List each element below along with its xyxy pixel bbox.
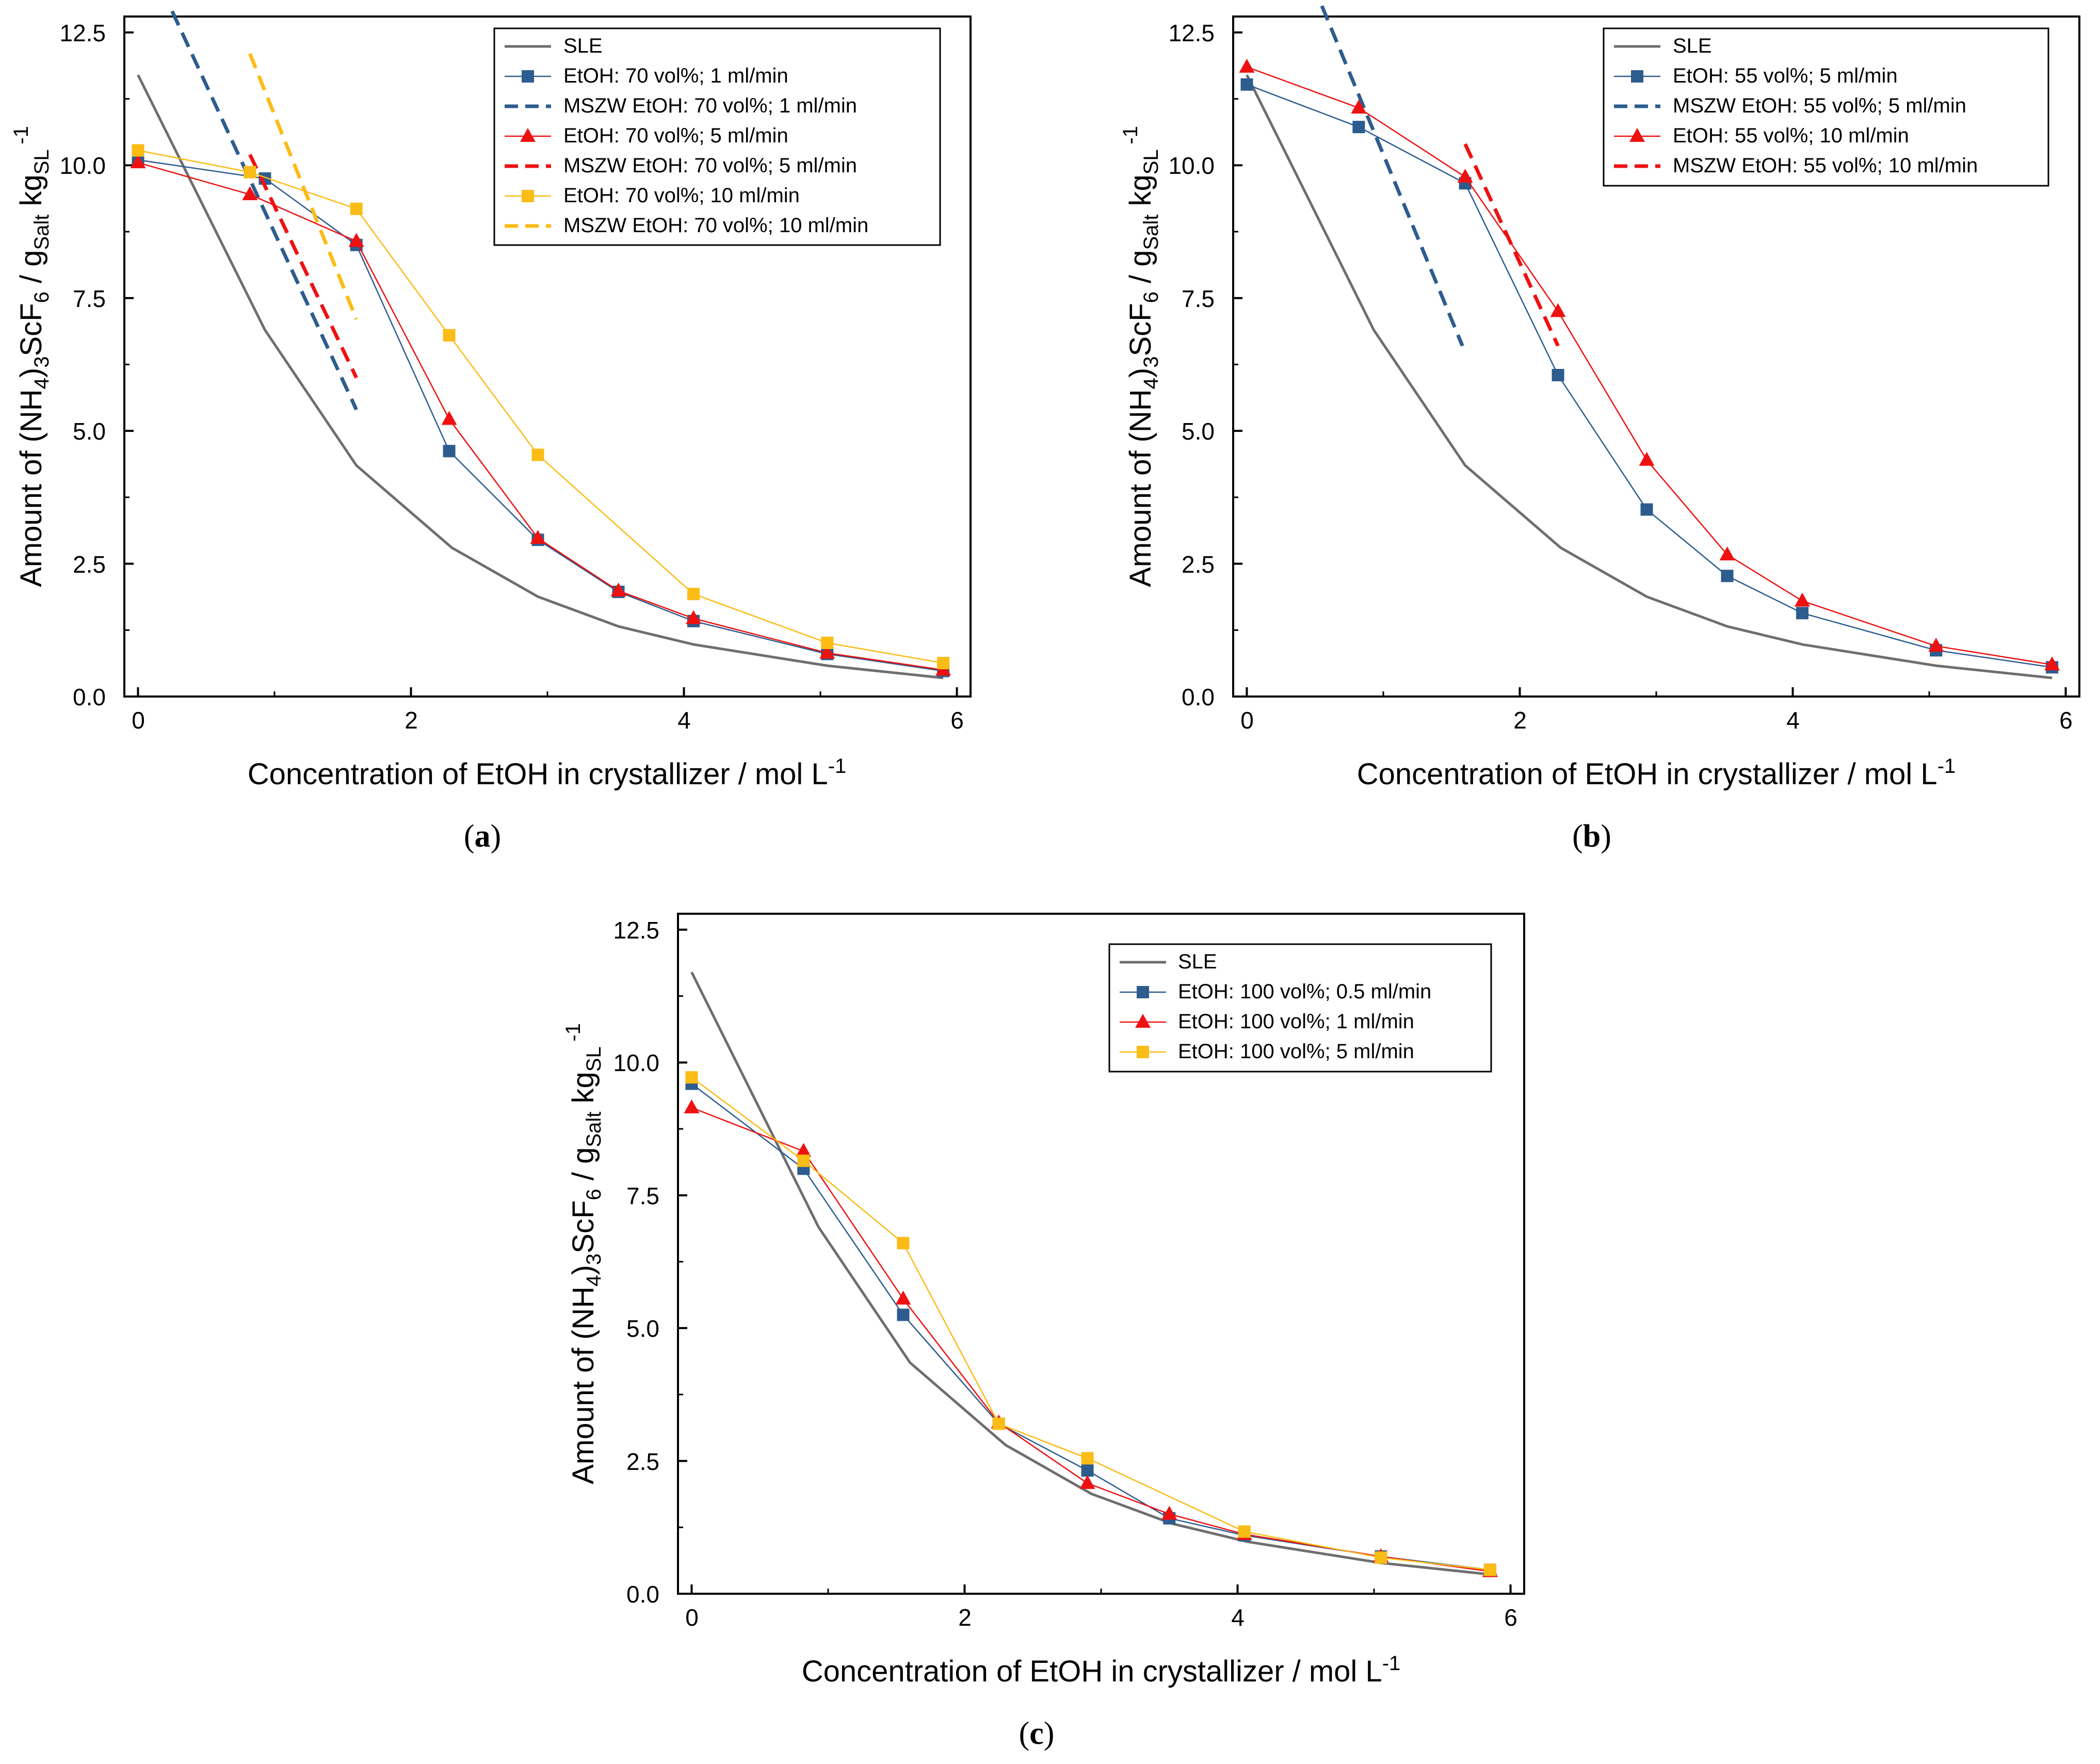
data-point [1081,1464,1094,1477]
y-tick-label: 12.5 [613,917,659,944]
data-point [531,448,544,461]
y-tick-label: 2.5 [73,551,106,578]
data-point [350,203,363,215]
data-point [1238,1526,1251,1538]
y-tick-label: 5.0 [1182,418,1215,445]
x-tick-label: 0 [685,1604,699,1631]
legend-label: MSZW EtOH: 70 vol%; 10 ml/min [563,214,868,237]
y-tick-label: 5.0 [626,1315,659,1342]
legend-label: EtOH: 55 vol%; 5 ml/min [1673,64,1898,87]
y-axis-label: Amount of (NH4)3ScF6 / gSalt kgSL -1 [10,126,53,587]
figure: 0.0 2.5 5.0 7.5 10.0 12.5 0 2 4 6 Concen… [0,0,2100,1764]
data-point [443,445,456,457]
y-tick-label: 12.5 [1168,20,1215,46]
data-point [1352,121,1365,133]
x-axis-label: Concentration of EtOH in crystallizer / … [248,755,847,791]
data-point [937,657,949,669]
data-point [1484,1564,1496,1576]
legend-swatch-marker [1631,70,1643,83]
legend-label: MSZW EtOH: 70 vol%; 5 ml/min [563,154,857,177]
x-tick-label: 6 [2059,707,2073,734]
data-point [132,144,144,156]
legend-label: EtOH: 100 vol%; 1 ml/min [1178,1010,1414,1033]
panel-caption: (b) [1572,819,1611,854]
y-tick-label: 7.5 [73,285,106,312]
y-tick-label: 10.0 [613,1049,659,1076]
x-tick-label: 6 [1504,1604,1517,1631]
legend-swatch-marker [1137,986,1149,998]
data-point [797,1155,810,1167]
data-point [897,1308,909,1321]
data-point [685,1071,698,1083]
data-point [1240,78,1253,91]
data-point [993,1418,1005,1430]
x-tick-label: 0 [132,707,145,734]
legend-label: MSZW EtOH: 55 vol%; 10 ml/min [1673,154,1978,177]
x-axis-label: Concentration of EtOH in crystallizer / … [1357,755,1956,791]
y-tick-label: 5.0 [73,418,106,445]
data-point [821,637,833,649]
panel-caption: (c) [1019,1716,1055,1751]
y-tick-label: 12.5 [59,20,106,46]
legend-label: EtOH: 70 vol%; 10 ml/min [563,184,800,207]
legend-label: EtOH: 100 vol%; 0.5 ml/min [1178,980,1431,1003]
legend-label: SLE [563,35,603,57]
legend: SLE EtOH: 55 vol%; 5 ml/min MSZW EtOH: 5… [1604,28,2048,186]
legend-label: MSZW EtOH: 70 vol%; 1 ml/min [563,94,857,117]
legend: SLE EtOH: 70 vol%; 1 ml/min MSZW EtOH: 7… [494,28,940,245]
data-point [1375,1551,1387,1564]
y-axis-label: Amount of (NH4)3ScF6 / gSalt kgSL -1 [562,1023,605,1484]
data-point [897,1237,909,1249]
x-tick-label: 2 [958,1604,972,1631]
y-tick-label: 2.5 [626,1448,659,1475]
legend-label: MSZW EtOH: 55 vol%; 5 ml/min [1673,94,1966,117]
y-tick-label: 0.0 [73,684,106,710]
data-point [687,588,700,600]
data-point [443,329,456,342]
data-point [1552,369,1564,381]
y-tick-label: 0.0 [626,1581,659,1608]
x-tick-label: 2 [405,707,418,734]
panel-caption: (a) [464,819,501,854]
y-axis-label: Amount of (NH4)3ScF6 / gSalt kgSL -1 [1119,126,1162,587]
y-tick-label: 10.0 [59,152,106,179]
x-tick-label: 4 [677,707,691,734]
legend-label: SLE [1673,35,1712,57]
data-point [1081,1452,1094,1464]
figure-background [0,0,2100,1764]
legend-label: SLE [1178,950,1217,973]
y-tick-label: 0.0 [1182,684,1215,710]
legend-swatch-marker [1137,1046,1149,1058]
legend-label: EtOH: 55 vol%; 10 ml/min [1673,124,1909,147]
legend-label: EtOH: 70 vol%; 5 ml/min [563,124,788,147]
data-point [1796,607,1808,619]
x-tick-label: 4 [1231,1604,1245,1631]
x-tick-label: 6 [950,707,964,734]
x-tick-label: 4 [1786,707,1800,734]
data-point [244,166,256,179]
legend-swatch-marker [522,190,534,202]
legend-label: EtOH: 100 vol%; 5 ml/min [1178,1040,1414,1063]
x-axis-label: Concentration of EtOH in crystallizer / … [802,1652,1401,1688]
data-point [1721,570,1734,582]
y-tick-label: 7.5 [626,1183,659,1209]
y-tick-label: 10.0 [1168,152,1215,179]
data-point [1640,504,1653,516]
y-tick-label: 7.5 [1182,285,1215,312]
x-tick-label: 0 [1240,707,1254,734]
y-tick-label: 2.5 [1182,551,1215,578]
legend-swatch-marker [522,70,534,83]
legend-label: EtOH: 70 vol%; 1 ml/min [563,64,788,87]
legend: SLE EtOH: 100 vol%; 0.5 ml/min EtOH: 100… [1109,944,1491,1072]
x-tick-label: 2 [1513,707,1527,734]
